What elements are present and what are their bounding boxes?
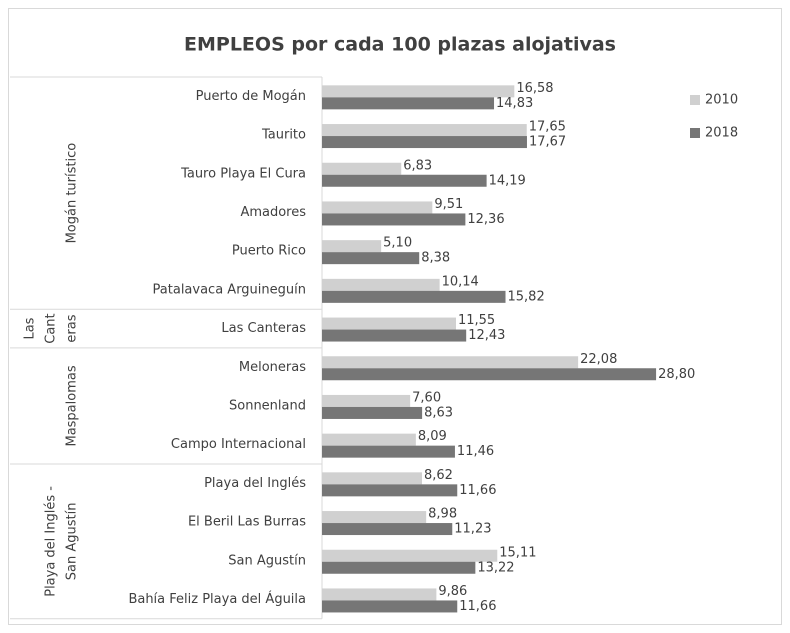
data-label: 14,19 bbox=[489, 173, 526, 188]
bar bbox=[322, 162, 402, 175]
legend-label: 2010 bbox=[705, 93, 738, 108]
y-tick-label: Taurito bbox=[261, 128, 306, 143]
bar bbox=[322, 252, 420, 265]
bar bbox=[322, 600, 458, 613]
data-label: 9,51 bbox=[434, 197, 463, 212]
bar bbox=[322, 136, 527, 149]
bar bbox=[322, 97, 495, 110]
data-label: 8,63 bbox=[424, 405, 453, 420]
bar bbox=[322, 484, 458, 497]
bar bbox=[322, 213, 466, 226]
bar bbox=[322, 240, 382, 253]
legend-label: 2018 bbox=[705, 126, 738, 141]
bar bbox=[322, 523, 453, 536]
group-label: Las bbox=[23, 317, 38, 339]
data-label: 5,10 bbox=[383, 236, 412, 251]
bar bbox=[322, 174, 487, 187]
y-tick-label: Puerto de Mogán bbox=[196, 89, 306, 104]
data-label: 14,83 bbox=[496, 96, 533, 111]
y-tick-label: Sonnenland bbox=[229, 398, 306, 413]
group-label: Maspalomas bbox=[65, 365, 80, 446]
y-tick-label: Las Canteras bbox=[221, 321, 306, 336]
data-label: 17,65 bbox=[529, 120, 566, 135]
data-label: 11,55 bbox=[458, 313, 495, 328]
data-label: 28,80 bbox=[658, 367, 695, 382]
bar bbox=[322, 588, 437, 601]
bar bbox=[322, 201, 433, 214]
y-tick-label: Patalavaca Arguineguín bbox=[153, 282, 306, 297]
group-label: Mogán turístico bbox=[65, 143, 80, 244]
data-label: 6,83 bbox=[403, 158, 432, 173]
y-tick-label: Tauro Playa El Cura bbox=[180, 166, 306, 181]
data-label: 13,22 bbox=[477, 560, 514, 575]
data-label: 7,60 bbox=[412, 390, 441, 405]
data-label: 11,46 bbox=[457, 444, 494, 459]
group-label: San Agustín bbox=[65, 503, 80, 581]
data-label: 8,62 bbox=[424, 468, 453, 483]
bar bbox=[322, 549, 498, 562]
data-label: 8,38 bbox=[421, 251, 450, 266]
data-label: 16,58 bbox=[516, 81, 553, 96]
bar bbox=[322, 85, 515, 98]
data-label: 11,66 bbox=[459, 599, 496, 614]
legend-swatch bbox=[690, 128, 700, 138]
data-label: 12,36 bbox=[467, 212, 504, 227]
chart-title: EMPLEOS por cada 100 plazas alojativas bbox=[184, 34, 616, 56]
bar bbox=[322, 445, 455, 458]
group-label: Cant bbox=[44, 313, 59, 343]
data-label: 22,08 bbox=[580, 352, 617, 367]
data-label: 8,09 bbox=[418, 429, 447, 444]
bar bbox=[322, 561, 476, 574]
data-label: 10,14 bbox=[442, 274, 479, 289]
data-label: 17,67 bbox=[529, 135, 566, 150]
data-label: 12,43 bbox=[468, 328, 505, 343]
y-tick-label: Puerto Rico bbox=[232, 244, 306, 259]
bar bbox=[322, 356, 579, 369]
bar bbox=[322, 511, 427, 524]
y-tick-label: San Agustín bbox=[228, 553, 306, 568]
data-label: 15,11 bbox=[499, 545, 536, 560]
legend-swatch bbox=[690, 95, 700, 105]
group-label: Playa del Inglés - bbox=[44, 486, 59, 597]
bar bbox=[322, 394, 411, 407]
data-label: 15,82 bbox=[508, 289, 545, 304]
y-tick-label: Playa del Inglés bbox=[204, 476, 306, 491]
bar bbox=[322, 278, 440, 291]
bar bbox=[322, 124, 527, 137]
bar bbox=[322, 290, 506, 303]
y-tick-label: Campo Internacional bbox=[171, 437, 306, 452]
y-tick-label: Meloneras bbox=[239, 360, 306, 375]
bar bbox=[322, 329, 467, 342]
data-label: 11,23 bbox=[454, 522, 491, 537]
bar bbox=[322, 368, 657, 381]
data-label: 9,86 bbox=[438, 584, 467, 599]
y-tick-label: El Beril Las Burras bbox=[188, 515, 306, 530]
bar bbox=[322, 472, 422, 485]
group-label: eras bbox=[65, 314, 80, 342]
data-label: 8,98 bbox=[428, 507, 457, 522]
y-tick-label: Amadores bbox=[240, 205, 306, 220]
y-tick-label: Bahía Feliz Playa del Águila bbox=[128, 591, 306, 607]
bar bbox=[322, 433, 416, 446]
bar bbox=[322, 406, 423, 419]
bar bbox=[322, 317, 456, 330]
data-label: 11,66 bbox=[459, 483, 496, 498]
